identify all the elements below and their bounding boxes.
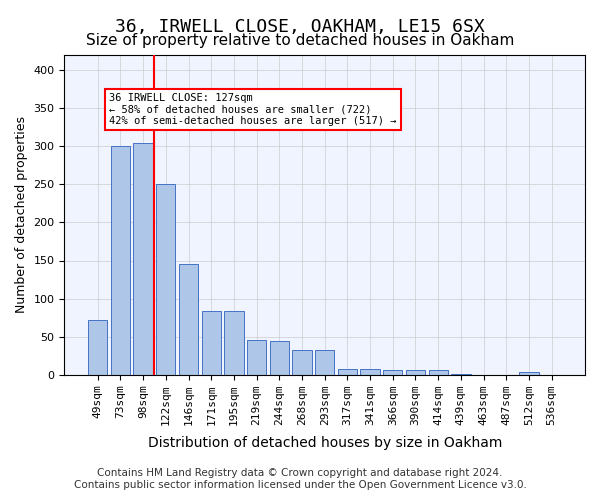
Bar — [428, 370, 448, 374]
Bar — [269, 341, 289, 374]
Bar — [179, 264, 198, 374]
Bar — [247, 340, 266, 374]
Bar — [315, 350, 334, 374]
X-axis label: Distribution of detached houses by size in Oakham: Distribution of detached houses by size … — [148, 436, 502, 450]
Text: 36, IRWELL CLOSE, OAKHAM, LE15 6SX: 36, IRWELL CLOSE, OAKHAM, LE15 6SX — [115, 18, 485, 36]
Bar — [111, 146, 130, 374]
Bar — [292, 350, 311, 374]
Bar — [156, 184, 175, 374]
Bar — [361, 368, 380, 374]
Bar — [383, 370, 403, 374]
Text: 36 IRWELL CLOSE: 127sqm
← 58% of detached houses are smaller (722)
42% of semi-d: 36 IRWELL CLOSE: 127sqm ← 58% of detache… — [109, 93, 397, 126]
Bar — [88, 320, 107, 374]
Bar — [224, 312, 244, 374]
Text: Size of property relative to detached houses in Oakham: Size of property relative to detached ho… — [86, 32, 514, 48]
Bar — [406, 370, 425, 374]
Y-axis label: Number of detached properties: Number of detached properties — [15, 116, 28, 314]
Bar — [338, 368, 357, 374]
Bar — [520, 372, 539, 374]
Bar — [133, 142, 153, 374]
Text: Contains HM Land Registry data © Crown copyright and database right 2024.
Contai: Contains HM Land Registry data © Crown c… — [74, 468, 526, 490]
Bar — [202, 312, 221, 374]
